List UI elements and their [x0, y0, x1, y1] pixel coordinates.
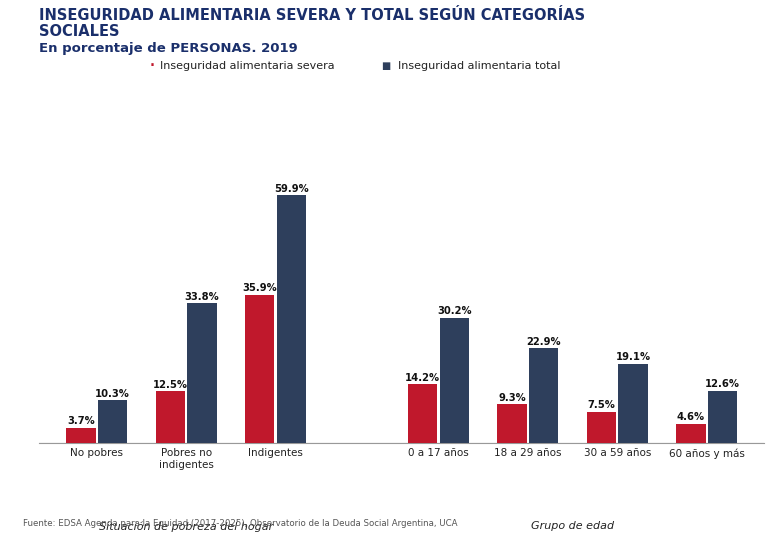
Bar	[408, 384, 438, 443]
Text: 19.1%: 19.1%	[615, 352, 651, 362]
Text: 3.7%: 3.7%	[67, 416, 95, 426]
Text: Inseguridad alimentaria total: Inseguridad alimentaria total	[398, 61, 560, 71]
Bar	[277, 195, 306, 443]
Text: 35.9%: 35.9%	[243, 283, 277, 293]
Text: 7.5%: 7.5%	[587, 400, 615, 410]
Bar	[156, 391, 185, 443]
Bar	[98, 400, 127, 443]
Bar	[440, 318, 469, 443]
Text: 22.9%: 22.9%	[526, 336, 561, 347]
Text: 33.8%: 33.8%	[185, 292, 219, 301]
Text: 12.5%: 12.5%	[153, 380, 188, 389]
Text: INSEGURIDAD ALIMENTARIA SEVERA Y TOTAL SEGÚN CATEGORÍAS: INSEGURIDAD ALIMENTARIA SEVERA Y TOTAL S…	[39, 8, 585, 23]
Text: ■: ■	[381, 61, 391, 71]
Text: Fuente: EDSA Agenda para la Equidad (2017-2025), Observatorio de la Deuda Social: Fuente: EDSA Agenda para la Equidad (201…	[23, 519, 458, 528]
Text: Grupo de edad: Grupo de edad	[531, 522, 614, 531]
Text: 10.3%: 10.3%	[95, 389, 130, 399]
Bar	[676, 424, 706, 443]
Text: 14.2%: 14.2%	[405, 373, 440, 382]
Bar	[587, 412, 616, 443]
Bar	[187, 303, 217, 443]
Text: 9.3%: 9.3%	[498, 393, 526, 403]
Bar	[529, 348, 558, 443]
Bar	[707, 391, 737, 443]
Text: Situación de pobreza del hogar: Situación de pobreza del hogar	[99, 522, 273, 532]
Bar	[66, 428, 96, 443]
Bar	[619, 364, 647, 443]
Bar	[498, 404, 526, 443]
Text: En porcentaje de PERSONAS. 2019: En porcentaje de PERSONAS. 2019	[39, 42, 298, 55]
Text: 4.6%: 4.6%	[677, 412, 705, 422]
Text: SOCIALES: SOCIALES	[39, 24, 119, 39]
Text: ·: ·	[149, 56, 155, 76]
Text: Inseguridad alimentaria severa: Inseguridad alimentaria severa	[160, 61, 335, 71]
Text: 30.2%: 30.2%	[437, 306, 472, 316]
Text: 59.9%: 59.9%	[274, 184, 309, 194]
Bar	[245, 294, 275, 443]
Text: 12.6%: 12.6%	[705, 379, 740, 389]
